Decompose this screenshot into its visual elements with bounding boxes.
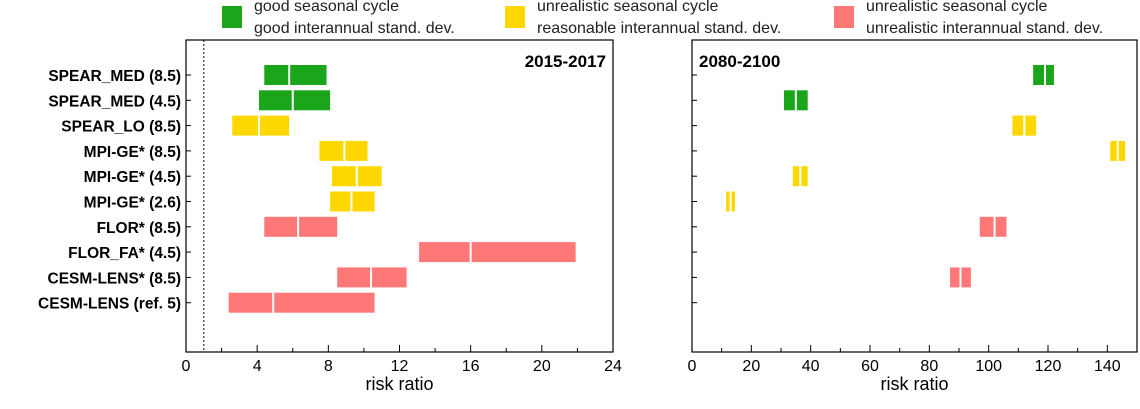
x-tick-label: 100 — [975, 358, 1002, 375]
x-axis-label: risk ratio — [880, 374, 948, 394]
model-labels: SPEAR_MED (8.5) SPEAR_MED (4.5) SPEAR_LO (… — [38, 68, 181, 313]
range-bar — [232, 115, 290, 136]
legend-text-line1: unrealistic seasonal cycle — [866, 0, 1048, 15]
panel-2015-2017: 2015-2017 0 4 8 12 16 20 24 risk ratio — [182, 39, 622, 394]
x-tick-label: 20 — [533, 358, 551, 375]
model-label: MPI-GE* (2.6) — [84, 195, 181, 212]
model-label: MPI-GE* (8.5) — [84, 144, 181, 161]
panel-title: 2080-2100 — [699, 52, 780, 71]
legend-text-line2: good interannual stand. dev. — [254, 20, 455, 37]
model-label: FLOR_FA* (4.5) — [68, 245, 181, 262]
x-tick-label: 0 — [182, 358, 191, 375]
panel-2080-2100: 2080-2100 0 20 40 60 80 100 120 140 risk ratio — [688, 39, 1138, 394]
model-label: SPEAR_MED (4.5) — [48, 93, 181, 110]
legend-text-line1: good seasonal cycle — [254, 0, 399, 15]
legend-swatch-unrealistic — [834, 6, 854, 28]
panel-title: 2015-2017 — [525, 52, 606, 71]
legend-swatch-good — [222, 6, 242, 28]
x-tick-label: 16 — [462, 358, 480, 375]
model-label: CESM-LENS* (8.5) — [48, 270, 182, 287]
x-tick-label: 40 — [802, 358, 820, 375]
x-axis-label: risk ratio — [365, 374, 433, 394]
x-tick-label: 0 — [688, 358, 697, 375]
range-bar — [264, 65, 327, 85]
x-tick-label: 140 — [1094, 358, 1121, 375]
model-label: SPEAR_LO (8.5) — [61, 119, 181, 136]
legend-swatch-reasonable — [505, 6, 525, 28]
legend-text-line1: unrealistic seasonal cycle — [537, 0, 719, 15]
x-tick-label: 8 — [324, 358, 333, 375]
x-tick-label: 20 — [742, 358, 760, 375]
x-tick-label: 24 — [604, 358, 622, 375]
x-tick-label: 120 — [1035, 358, 1062, 375]
range-bar — [419, 242, 576, 263]
plot-frame — [691, 39, 1138, 353]
range-bar — [258, 90, 331, 111]
range-bar — [979, 216, 1007, 237]
x-tick-label: 60 — [861, 358, 879, 375]
x-tick-label: 80 — [920, 358, 938, 375]
legend-text-line2: reasonable interannual stand. dev. — [537, 20, 782, 37]
range-bar — [1033, 65, 1054, 85]
model-label: CESM-LENS (ref. 5) — [38, 296, 181, 313]
range-bar — [228, 292, 375, 313]
x-tick-label: 4 — [253, 358, 262, 375]
x-tick-label: 12 — [391, 358, 409, 375]
legend-text-line2: unrealistic interannual stand. dev. — [866, 20, 1104, 37]
model-label: SPEAR_MED (8.5) — [48, 68, 181, 85]
model-label: MPI-GE* (4.5) — [84, 169, 181, 186]
model-label: FLOR* (8.5) — [97, 220, 181, 237]
range-bar — [264, 216, 338, 237]
